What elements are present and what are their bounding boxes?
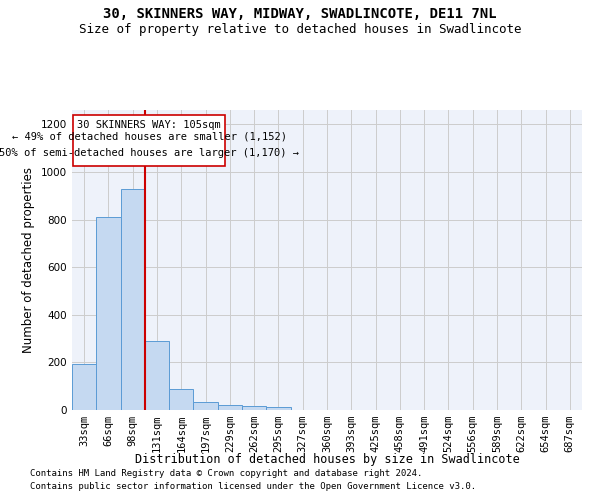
Text: ← 49% of detached houses are smaller (1,152): ← 49% of detached houses are smaller (1,… [11,132,287,142]
Bar [169,389,193,410]
Text: 30 SKINNERS WAY: 105sqm: 30 SKINNERS WAY: 105sqm [77,120,221,130]
Text: Distribution of detached houses by size in Swadlincote: Distribution of detached houses by size … [134,452,520,466]
Text: Size of property relative to detached houses in Swadlincote: Size of property relative to detached ho… [79,22,521,36]
Bar [218,405,242,410]
Bar [96,217,121,410]
Text: Contains HM Land Registry data © Crown copyright and database right 2024.: Contains HM Land Registry data © Crown c… [30,468,422,477]
Text: Contains public sector information licensed under the Open Government Licence v3: Contains public sector information licen… [30,482,476,491]
Text: 30, SKINNERS WAY, MIDWAY, SWADLINCOTE, DE11 7NL: 30, SKINNERS WAY, MIDWAY, SWADLINCOTE, D… [103,8,497,22]
Text: 50% of semi-detached houses are larger (1,170) →: 50% of semi-detached houses are larger (… [0,148,299,158]
Bar [121,188,145,410]
Y-axis label: Number of detached properties: Number of detached properties [22,167,35,353]
Bar [72,364,96,410]
Bar [193,402,218,410]
FancyBboxPatch shape [73,115,225,166]
Bar [145,341,169,410]
Bar [266,407,290,410]
Bar [242,406,266,410]
